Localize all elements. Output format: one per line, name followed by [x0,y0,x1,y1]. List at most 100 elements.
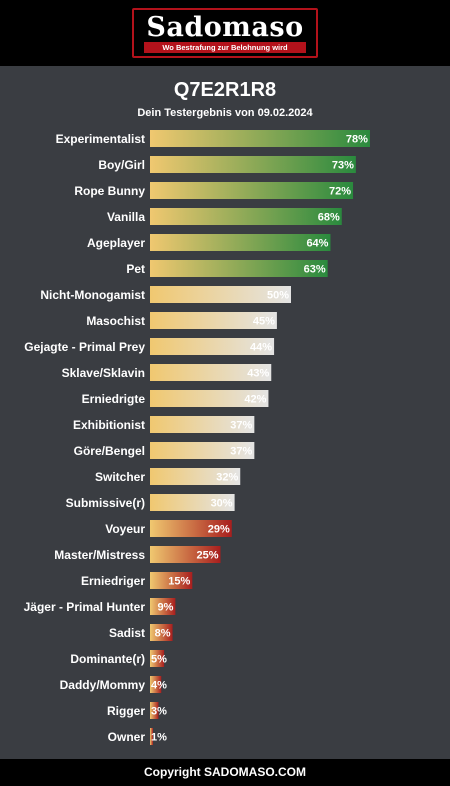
value-label: 1% [151,732,167,744]
value-label: 9% [157,602,173,614]
bar [150,364,272,381]
value-label: 37% [230,420,252,432]
logo-tagline: Wo Bestrafung zur Belohnung wird [144,42,306,53]
chart-row: Göre/Bengel 37% [74,442,255,459]
value-label: 32% [216,472,238,484]
category-label: Erniedrigte [82,392,146,406]
chart-row: Switcher 32% [95,468,241,485]
category-label: Rigger [107,704,145,718]
bar [150,182,354,199]
chart-row: Boy/Girl 73% [98,156,356,173]
value-label: 50% [267,290,289,302]
value-label: 73% [332,160,354,172]
bar [150,468,241,485]
bar [150,338,275,355]
category-label: Nicht-Monogamist [40,288,145,302]
category-label: Voyeur [105,522,145,536]
chart-row: Owner 1% [108,728,167,745]
category-label: Erniedriger [81,574,145,588]
bar [150,624,173,641]
value-label: 15% [168,576,190,588]
chart-row: Daddy/Mommy 4% [60,676,167,693]
chart-row: Experimentalist 78% [56,130,370,147]
bar [150,286,291,303]
chart-row: Exhibitionist 37% [73,416,255,433]
chart-row: Ageplayer 64% [87,234,331,251]
category-label: Pet [126,262,145,276]
category-label: Gejagte - Primal Prey [24,340,145,354]
bar [150,234,331,251]
value-label: 44% [250,342,272,354]
bar [150,598,176,615]
value-label: 5% [151,654,167,666]
result-title: Q7E2R1R8 [173,79,277,101]
logo-title: Sadomaso [146,12,304,43]
chart-row: Sklave/Sklavin 43% [62,364,272,381]
chart-row: Rigger 3% [107,702,167,719]
chart-row: Erniedrigte 42% [82,390,269,407]
chart-row: Jäger - Primal Hunter 9% [24,598,176,615]
bar [150,676,162,693]
chart-row: Submissive(r) 30% [66,494,235,511]
category-label: Master/Mistress [54,548,145,562]
chart-row: Gejagte - Primal Prey 44% [24,338,275,355]
value-label: 45% [253,316,275,328]
bar [150,702,159,719]
bar [150,520,232,537]
bar [150,442,255,459]
category-label: Sadist [109,626,145,640]
category-label: Owner [108,730,146,744]
value-label: 42% [244,394,266,406]
category-label: Ageplayer [87,236,145,250]
category-label: Masochist [86,314,145,328]
category-label: Daddy/Mommy [60,678,146,692]
chart-row: Master/Mistress 25% [54,546,221,563]
category-label: Exhibitionist [73,418,145,432]
chart-row: Pet 63% [126,260,328,277]
value-label: 68% [318,212,340,224]
value-label: 63% [304,264,326,276]
chart-row: Voyeur 29% [105,520,232,537]
bar [150,728,153,745]
chart-row: Rope Bunny 72% [74,182,354,199]
value-label: 3% [151,706,167,718]
category-label: Göre/Bengel [74,444,145,458]
bar [150,208,342,225]
value-label: 8% [155,628,171,640]
category-label: Dominante(r) [70,652,145,666]
category-label: Submissive(r) [66,496,145,510]
bar [150,260,328,277]
bar [150,572,193,589]
category-label: Boy/Girl [98,158,145,172]
category-label: Rope Bunny [74,184,145,198]
category-label: Sklave/Sklavin [62,366,145,380]
header-bar: Sadomaso Wo Bestrafung zur Belohnung wir… [0,0,450,66]
value-label: 78% [346,134,368,146]
category-label: Switcher [95,470,145,484]
value-label: 4% [151,680,167,692]
chart-row: Vanilla 68% [107,208,342,225]
value-label: 25% [196,550,218,562]
value-label: 29% [208,524,230,536]
chart-row: Erniedriger 15% [81,572,193,589]
chart-row: Dominante(r) 5% [70,650,167,667]
category-label: Experimentalist [56,132,145,146]
bar [150,650,165,667]
chart-row: Masochist 45% [86,312,277,329]
value-label: 64% [306,238,328,250]
bar [150,156,356,173]
bar [150,130,370,147]
category-label: Jäger - Primal Hunter [24,600,146,614]
value-label: 37% [230,446,252,458]
site-logo[interactable]: Sadomaso Wo Bestrafung zur Belohnung wir… [132,8,318,58]
bar [150,390,269,407]
value-label: 72% [329,186,351,198]
result-subtitle: Dein Testergebnis von 09.02.2024 [137,107,313,119]
chart-row: Sadist 8% [109,624,173,641]
bar [150,416,255,433]
value-label: 43% [247,368,269,380]
category-label: Vanilla [107,210,145,224]
bar [150,312,277,329]
bar [150,494,235,511]
